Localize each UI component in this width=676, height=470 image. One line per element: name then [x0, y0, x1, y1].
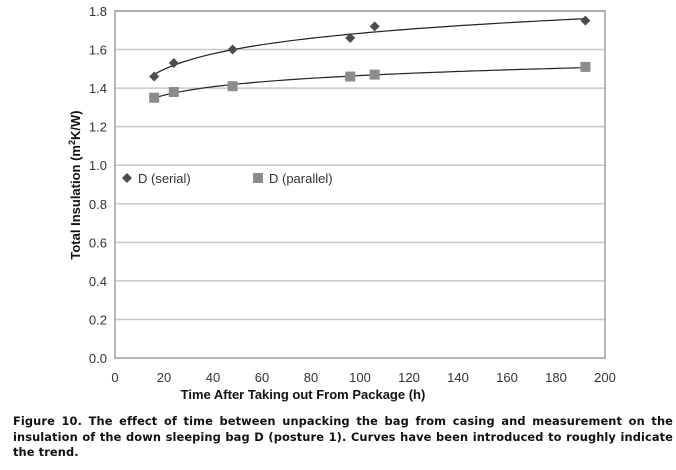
data-point-square: [369, 69, 380, 80]
data-point-diamond: [369, 21, 380, 32]
chart: 0.0 0.2 0.4 0.6 0.8 1.0 1.2 1.4 1.6 1.8 0 20 40 60 80…: [67, 4, 616, 402]
data-point-square: [149, 92, 160, 103]
y-axis-title-superscript: 2: [67, 140, 77, 145]
x-tick-label: 180: [545, 370, 567, 385]
data-markers: [149, 15, 591, 103]
x-tick-label: 140: [447, 370, 469, 385]
y-tick-label: 0.2: [89, 312, 107, 327]
data-point-diamond: [227, 44, 238, 55]
y-tick-label: 0.0: [89, 351, 107, 366]
x-tick-label: 200: [594, 370, 616, 385]
x-tick-label: 80: [304, 370, 318, 385]
x-tick-label: 20: [157, 370, 171, 385]
gridlines: [115, 10, 605, 321]
figure-caption: Figure 10. The effect of time between un…: [13, 414, 673, 459]
data-point-square: [168, 86, 179, 97]
y-axis-title-main: Total Insulation (m: [68, 145, 83, 260]
y-tick-label: 1.4: [89, 81, 107, 96]
y-axis-title-tail: K/W): [68, 110, 83, 140]
x-tick-label: 0: [111, 370, 118, 385]
x-tick-labels: 0 20 40 60 80 100 120 140 160 180 200: [111, 370, 615, 385]
x-tick-label: 60: [255, 370, 269, 385]
y-tick-label: 1.8: [89, 4, 107, 19]
legend-label: D (serial): [138, 171, 191, 186]
y-tick-labels: 0.0 0.2 0.4 0.6 0.8 1.0 1.2 1.4 1.6 1.8: [89, 4, 107, 366]
x-tick-label: 120: [398, 370, 420, 385]
legend-marker-diamond: [122, 173, 132, 183]
trendline-diamond: [153, 18, 586, 75]
y-axis-title: Total Insulation (m2K/W): [67, 110, 83, 259]
legend-label: D (parallel): [269, 171, 333, 186]
data-point-diamond: [149, 71, 160, 82]
data-point-diamond: [168, 58, 179, 69]
x-tick-label: 100: [349, 370, 371, 385]
y-tick-label: 1.2: [89, 120, 107, 135]
y-tick-label: 0.4: [89, 274, 107, 289]
legend-marker-square: [253, 173, 263, 183]
data-point-square: [580, 61, 591, 72]
data-point-diamond: [580, 15, 591, 26]
x-tick-label: 40: [206, 370, 220, 385]
trendlines: [153, 18, 586, 99]
x-axis-title: Time After Taking out From Package (h): [181, 387, 426, 402]
data-point-square: [345, 71, 356, 82]
data-point-square: [227, 81, 238, 92]
legend: D (serial) D (parallel): [122, 171, 333, 186]
y-tick-label: 1.6: [89, 43, 107, 58]
x-tick-label: 160: [496, 370, 518, 385]
y-tick-label: 0.6: [89, 235, 107, 250]
data-point-diamond: [345, 32, 356, 43]
y-tick-label: 1.0: [89, 158, 107, 173]
y-tick-label: 0.8: [89, 197, 107, 212]
plot-frame: [114, 10, 606, 359]
